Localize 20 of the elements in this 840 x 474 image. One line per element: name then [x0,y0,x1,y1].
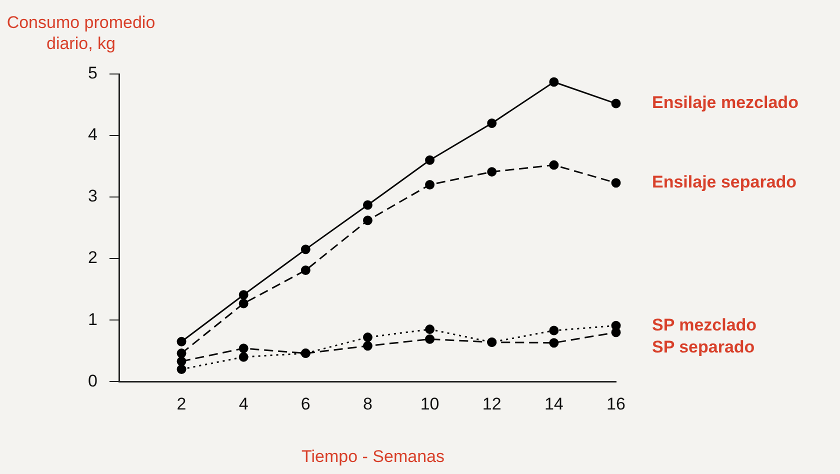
x-tick-label: 8 [362,394,372,414]
x-tick-label: 12 [482,394,502,414]
y-tick-label: 1 [88,310,98,329]
series-label: Ensilaje mezclado [652,93,798,112]
x-tick-label: 4 [238,394,248,414]
y-axis-title: Consumo promedio diario, kg [6,12,156,54]
series-label: SP mezclado [652,315,757,334]
y-tick-label: 3 [88,186,98,206]
y-tick-label: 4 [88,125,98,144]
x-tick-label: 10 [420,394,440,414]
y-tick-label: 2 [88,248,98,268]
x-axis-title: Tiempo - Semanas [300,446,446,467]
y-tick-label: 5 [88,64,98,83]
x-tick-label: 6 [300,394,310,414]
series-label: SP separado [652,337,755,356]
x-tick-label: 14 [544,394,564,414]
y-tick-label: 0 [88,371,98,390]
x-tick-label: 2 [176,394,186,414]
x-tick-label: 16 [606,394,626,414]
series-label: Ensilaje separado [652,172,797,192]
